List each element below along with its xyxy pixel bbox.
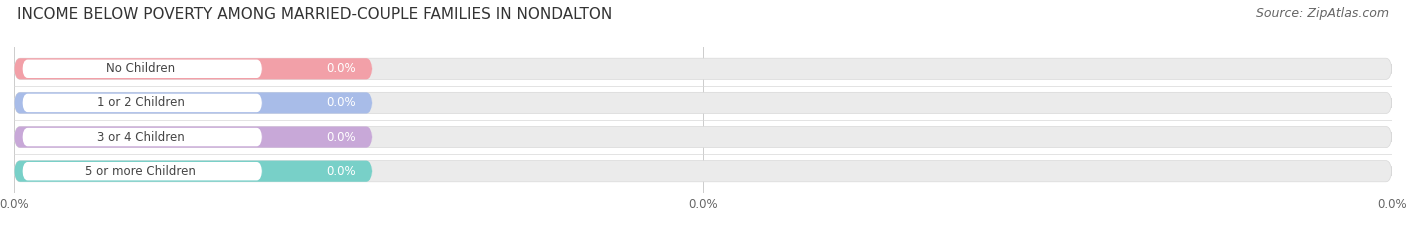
FancyBboxPatch shape (14, 127, 1392, 148)
FancyBboxPatch shape (14, 92, 1392, 113)
Text: 3 or 4 Children: 3 or 4 Children (97, 130, 184, 144)
FancyBboxPatch shape (22, 94, 262, 112)
Text: 1 or 2 Children: 1 or 2 Children (97, 96, 184, 110)
Text: 0.0%: 0.0% (326, 165, 356, 178)
Text: 0.0%: 0.0% (326, 62, 356, 75)
FancyBboxPatch shape (14, 127, 373, 148)
FancyBboxPatch shape (22, 162, 262, 180)
FancyBboxPatch shape (22, 128, 262, 146)
FancyBboxPatch shape (14, 92, 373, 113)
Text: Source: ZipAtlas.com: Source: ZipAtlas.com (1256, 7, 1389, 20)
FancyBboxPatch shape (14, 58, 1392, 79)
FancyBboxPatch shape (14, 161, 1392, 182)
Text: 0.0%: 0.0% (326, 130, 356, 144)
FancyBboxPatch shape (22, 60, 262, 78)
FancyBboxPatch shape (14, 58, 373, 79)
Text: INCOME BELOW POVERTY AMONG MARRIED-COUPLE FAMILIES IN NONDALTON: INCOME BELOW POVERTY AMONG MARRIED-COUPL… (17, 7, 612, 22)
Text: No Children: No Children (105, 62, 176, 75)
FancyBboxPatch shape (14, 161, 373, 182)
Text: 0.0%: 0.0% (326, 96, 356, 110)
Text: 5 or more Children: 5 or more Children (86, 165, 195, 178)
